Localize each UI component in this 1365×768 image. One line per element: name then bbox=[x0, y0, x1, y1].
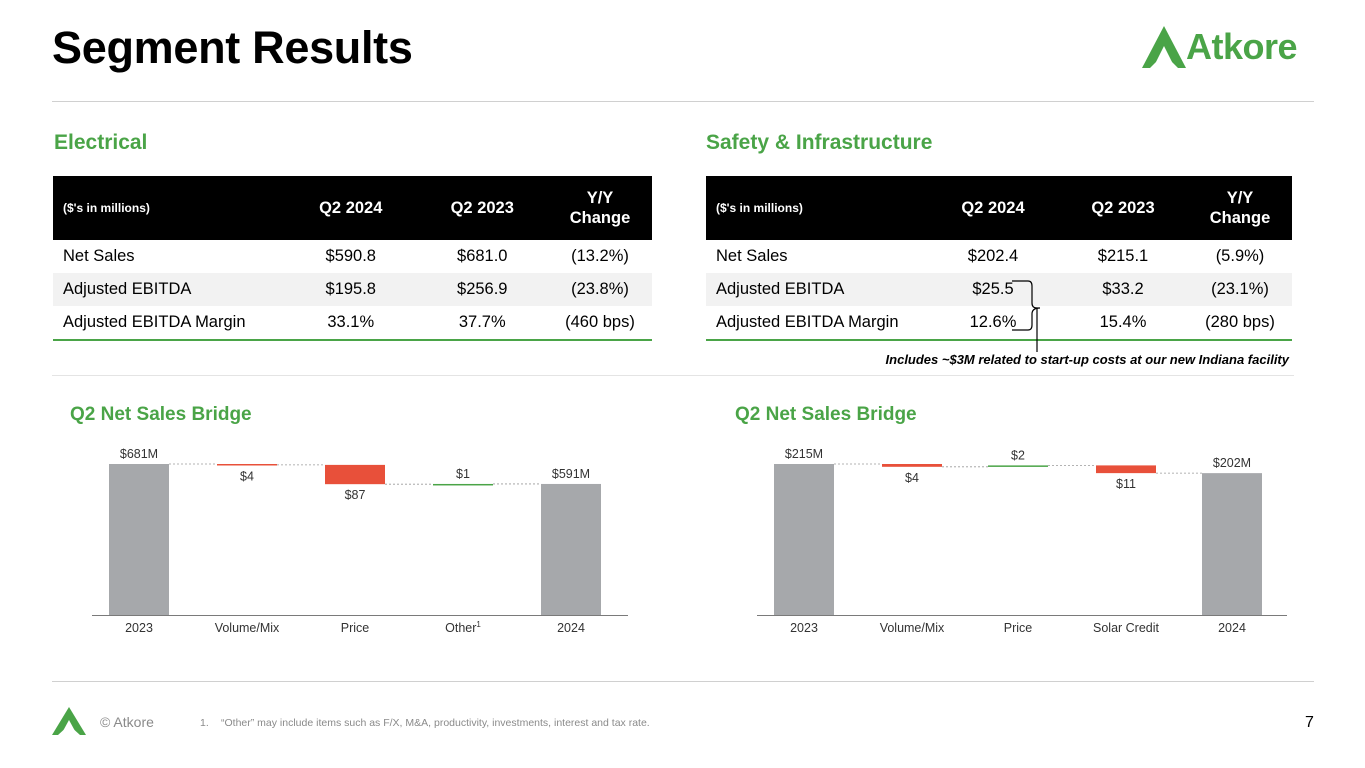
waterfall-bar bbox=[433, 483, 493, 486]
bracket-line bbox=[1012, 280, 1041, 331]
category-label: 2024 bbox=[1218, 621, 1246, 635]
atkore-logo: Atkore bbox=[1142, 24, 1317, 72]
copyright-text: © Atkore bbox=[100, 714, 154, 730]
waterfall-bar bbox=[1202, 473, 1262, 615]
row-label: Adjusted EBITDA bbox=[706, 273, 928, 306]
title-divider bbox=[52, 101, 1314, 102]
electrical-table: ($'s in millions) Q2 2024 Q2 2023 Y/Y Ch… bbox=[53, 176, 652, 341]
cell-value: $215.1 bbox=[1097, 247, 1149, 265]
table-row: Adjusted EBITDA $25.5 $33.2 (23.1%) bbox=[706, 273, 1292, 306]
category-label: Price bbox=[1004, 621, 1033, 635]
q2-2024-header: Q2 2024 bbox=[928, 176, 1058, 240]
start-up-costs-note: Includes ~$3M related to start-up costs … bbox=[885, 352, 1289, 367]
cell-value: $256.9 bbox=[416, 273, 548, 306]
safety-section-title: Safety & Infrastructure bbox=[706, 131, 933, 154]
category-label: Price bbox=[341, 621, 370, 635]
category-label: Volume/Mix bbox=[215, 621, 280, 635]
row-label: Adjusted EBITDA Margin bbox=[706, 306, 928, 341]
data-label: $4 bbox=[240, 470, 254, 484]
electrical-section-title: Electrical bbox=[54, 131, 148, 154]
waterfall-bar bbox=[774, 464, 834, 615]
footnote-text: “Other” may include items such as F/X, M… bbox=[221, 717, 650, 729]
cell-value: $681.0 bbox=[457, 247, 508, 265]
cell-value: $202.4 bbox=[967, 247, 1019, 265]
atkore-logo-text: Atkore bbox=[1186, 26, 1298, 67]
waterfall-bar bbox=[541, 483, 601, 615]
waterfall-bar bbox=[1096, 465, 1156, 474]
cell-value: (5.9%) bbox=[1215, 247, 1265, 265]
mid-divider bbox=[52, 375, 1294, 376]
q2-2023-header: Q2 2023 bbox=[1058, 176, 1188, 240]
category-label: Other1 bbox=[445, 620, 481, 635]
data-label: $11 bbox=[1116, 477, 1136, 491]
atkore-footer-logo-icon bbox=[52, 707, 86, 735]
cell-value: $590.8 bbox=[325, 247, 376, 265]
table-row: Adjusted EBITDA $195.8 $256.9 (23.8%) bbox=[53, 273, 652, 306]
unit-header: ($'s in millions) bbox=[53, 176, 285, 240]
table-row: Net Sales $202.4 $215.1 (5.9%) bbox=[706, 240, 1292, 273]
data-label: $87 bbox=[345, 488, 366, 502]
category-label: 2024 bbox=[557, 621, 585, 635]
table-header-row: ($'s in millions) Q2 2024 Q2 2023 Y/Y Ch… bbox=[706, 176, 1292, 240]
waterfall-bar bbox=[109, 464, 169, 615]
category-label: 2023 bbox=[790, 621, 818, 635]
data-label: $681M bbox=[120, 447, 158, 461]
q2-2024-header: Q2 2024 bbox=[285, 176, 417, 240]
cell-value: 33.1% bbox=[285, 306, 417, 341]
yy-change-header: Y/Y Change bbox=[1188, 176, 1292, 240]
waterfall-bar bbox=[217, 464, 277, 466]
row-label: Adjusted EBITDA Margin bbox=[53, 306, 285, 341]
row-label: Net Sales bbox=[716, 247, 788, 265]
row-label: Net Sales bbox=[63, 247, 135, 265]
cell-value: 15.4% bbox=[1058, 306, 1188, 341]
footnote-number: 1. bbox=[200, 717, 209, 729]
electrical-bridge-title: Q2 Net Sales Bridge bbox=[70, 404, 252, 425]
cell-value: 37.7% bbox=[416, 306, 548, 341]
data-label: $215M bbox=[785, 447, 823, 461]
safety-net-sales-bridge-chart: $215M $4 $2 $11 $202M 2023 Volume/Mix Price Sola… bbox=[757, 447, 1287, 635]
footer-divider bbox=[52, 681, 1314, 682]
cell-value: (460 bps) bbox=[548, 306, 652, 341]
category-label: Solar Credit bbox=[1093, 621, 1160, 635]
cell-value: $33.2 bbox=[1058, 273, 1188, 306]
cell-value: (13.2%) bbox=[571, 247, 629, 265]
cell-value: 12.6% bbox=[928, 306, 1058, 341]
cell-value: (23.8%) bbox=[548, 273, 652, 306]
category-label: Volume/Mix bbox=[880, 621, 945, 635]
yy-change-header: Y/Y Change bbox=[548, 176, 652, 240]
atkore-logo-mark-icon bbox=[1142, 26, 1186, 68]
cell-value: $195.8 bbox=[285, 273, 417, 306]
table-header-row: ($'s in millions) Q2 2024 Q2 2023 Y/Y Ch… bbox=[53, 176, 652, 240]
waterfall-bar bbox=[988, 465, 1048, 467]
unit-header: ($'s in millions) bbox=[706, 176, 928, 240]
cell-value: (280 bps) bbox=[1188, 306, 1292, 341]
safety-bridge-title: Q2 Net Sales Bridge bbox=[735, 404, 917, 425]
data-label: $202M bbox=[1213, 456, 1251, 470]
data-label: $591M bbox=[552, 467, 590, 481]
cell-value: $25.5 bbox=[928, 273, 1058, 306]
data-label: $1 bbox=[456, 467, 470, 481]
safety-table: ($'s in millions) Q2 2024 Q2 2023 Y/Y Ch… bbox=[706, 176, 1292, 341]
category-label: 2023 bbox=[125, 621, 153, 635]
data-label: $2 bbox=[1011, 448, 1025, 462]
waterfall-bar bbox=[325, 464, 385, 485]
data-label: $4 bbox=[905, 471, 919, 485]
cell-value: (23.1%) bbox=[1188, 273, 1292, 306]
q2-2023-header: Q2 2023 bbox=[416, 176, 548, 240]
electrical-net-sales-bridge-chart: $681M $4 $87 $1 $591M 2023 Volume/Mix Price Othe… bbox=[92, 447, 628, 635]
page-number: 7 bbox=[1305, 714, 1314, 731]
waterfall-bar bbox=[882, 464, 942, 467]
footnote-superscript: 1 bbox=[476, 620, 481, 629]
page-title: Segment Results bbox=[52, 22, 413, 73]
table-row: Net Sales $590.8 $681.0 (13.2%) bbox=[53, 240, 652, 273]
row-label: Adjusted EBITDA bbox=[53, 273, 285, 306]
table-row: Adjusted EBITDA Margin 12.6% 15.4% (280 … bbox=[706, 306, 1292, 341]
ebitda-bracket-annotation bbox=[1012, 280, 1041, 352]
table-row: Adjusted EBITDA Margin 33.1% 37.7% (460 … bbox=[53, 306, 652, 341]
